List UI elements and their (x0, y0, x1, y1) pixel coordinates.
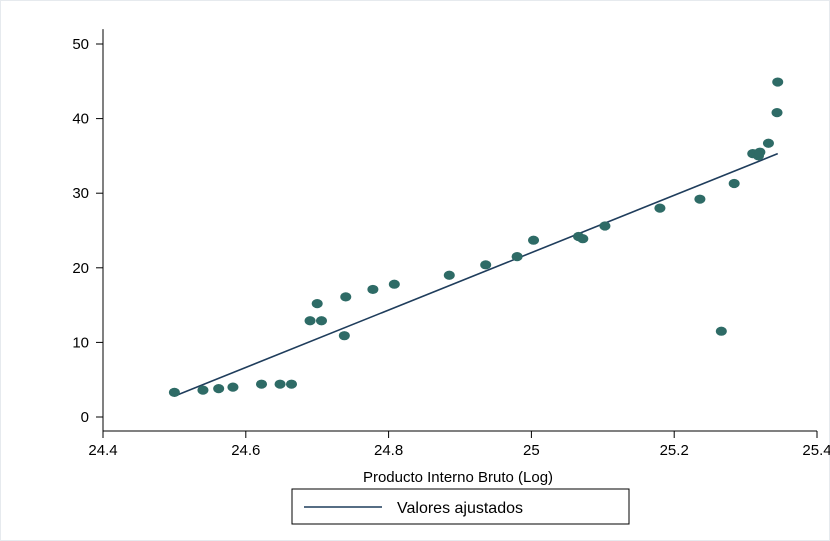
y-tick-label: 50 (72, 36, 89, 53)
scatter-point (340, 292, 352, 302)
scatter-point (311, 299, 323, 309)
x-axis-title: Producto Interno Bruto (Log) (363, 469, 553, 486)
y-tick-label: 0 (81, 409, 89, 426)
scatter-point (213, 384, 225, 394)
scatter-point (227, 382, 239, 392)
x-tick-label: 24.4 (88, 442, 117, 459)
x-tick-label: 25.4 (802, 442, 830, 459)
y-tick-label: 40 (72, 111, 89, 128)
scatter-point (694, 194, 706, 204)
scatter-point (367, 284, 379, 295)
scatter-point (762, 138, 774, 148)
scatter-point (480, 260, 492, 270)
scatter-point (772, 77, 784, 87)
scatter-point (654, 203, 666, 213)
y-axis-ticks: 0 10 20 30 40 50 (72, 36, 103, 426)
scatter-point (197, 385, 209, 395)
scatter-point (315, 316, 327, 326)
scatter-point (528, 235, 540, 245)
scatter-point (274, 379, 286, 389)
scatter-point (754, 147, 766, 157)
x-axis-ticks: 24.4 24.6 24.8 25 25.2 25.4 (88, 431, 830, 459)
y-tick-label: 20 (72, 260, 89, 277)
fit-line-layer (174, 152, 779, 397)
x-tick-label: 25 (523, 442, 540, 459)
points-layer (168, 77, 784, 397)
y-tick-label: 30 (72, 185, 89, 202)
x-tick-label: 24.6 (231, 442, 260, 459)
scatter-point (771, 108, 783, 118)
scatter-point (338, 331, 350, 341)
scatter-point (168, 387, 180, 397)
scatter-point (285, 379, 297, 389)
x-tick-label: 24.8 (374, 442, 403, 459)
x-tick-label: 25.2 (660, 442, 689, 459)
fit-line-valores-ajustados (174, 152, 779, 397)
y-tick-label: 10 (72, 334, 89, 351)
scatter-point (304, 316, 316, 326)
scatter-point (715, 326, 727, 336)
scatter-point (599, 221, 611, 231)
scatter-point (577, 234, 589, 244)
legend-label-fit-line: Valores ajustados (397, 500, 523, 517)
legend: Valores ajustados (291, 488, 630, 525)
scatter-point (388, 279, 400, 289)
scatter-point (728, 178, 740, 189)
scatter-point (511, 252, 523, 262)
scatter-point (443, 270, 455, 280)
scatter-point (256, 379, 268, 389)
